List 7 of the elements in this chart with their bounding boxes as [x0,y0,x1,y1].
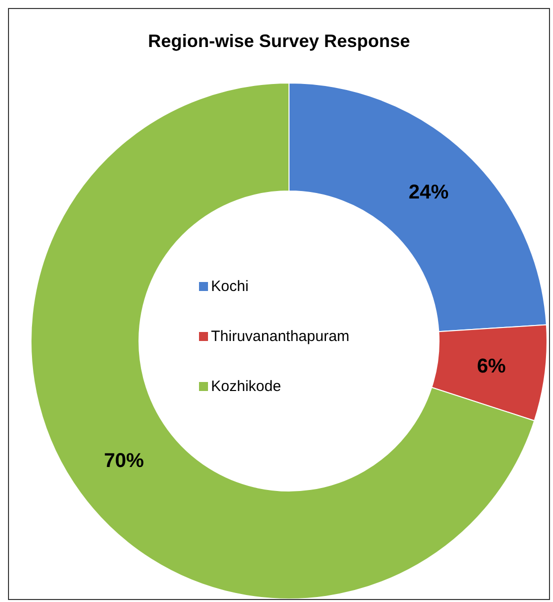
legend-label: Kozhikode [211,378,282,395]
legend-label: Thiruvananthapuram [211,328,350,345]
data-label: 6% [476,356,506,378]
legend-label: Kochi [211,278,249,295]
chart-title: Region-wise Survey Response [146,31,412,52]
data-label: 24% [408,181,449,204]
data-label: 70% [104,450,144,472]
